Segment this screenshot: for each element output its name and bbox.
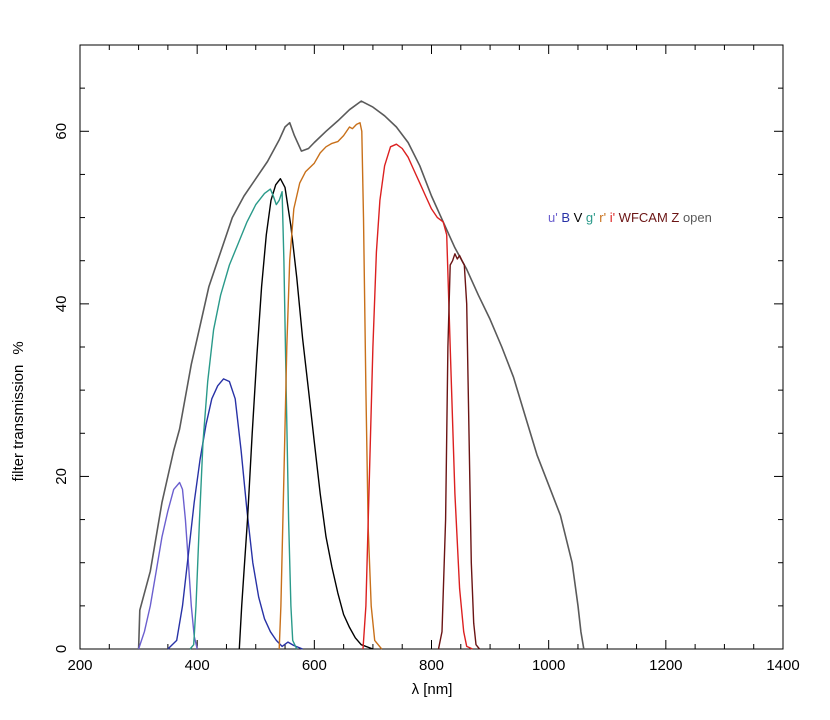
x-tick-label: 200 xyxy=(67,657,92,674)
legend-entry-g-: g' xyxy=(582,210,595,225)
legend: u' B V g' r' i' WFCAM Z open xyxy=(548,210,712,225)
axis-tick-labels: 200 400 600 800 1000 1200 1400 0 20 40 60 xyxy=(53,123,800,674)
x-tick-label: 400 xyxy=(185,657,210,674)
legend-entry-wfcam-z: WFCAM Z xyxy=(615,210,679,225)
y-tick-label: 20 xyxy=(53,468,70,485)
legend-entry-open: open xyxy=(679,210,712,225)
x-tick-label: 600 xyxy=(302,657,327,674)
series-line-b xyxy=(167,378,303,650)
series-line-u- xyxy=(137,481,198,650)
y-tick-label: 0 xyxy=(53,645,70,653)
axis-ticks xyxy=(79,44,784,650)
series-lines xyxy=(137,100,585,650)
series-line-v xyxy=(238,177,374,650)
legend-entry-u-: u' xyxy=(548,210,558,225)
x-tick-label: 800 xyxy=(419,657,444,674)
series-line-g- xyxy=(189,188,298,650)
series-line-wfcam-z xyxy=(437,253,481,650)
series-line-open xyxy=(137,100,585,650)
plot-frame xyxy=(79,44,784,650)
legend-entry-r-: r' xyxy=(596,210,606,225)
x-axis-label: λ [nm] xyxy=(412,681,453,698)
legend-entry-b: B xyxy=(558,210,570,225)
y-axis-unit: % xyxy=(10,341,27,354)
x-tick-label: 1000 xyxy=(532,657,565,674)
y-tick-label: 40 xyxy=(53,296,70,313)
series-line-r- xyxy=(278,121,383,650)
y-tick-label: 60 xyxy=(53,123,70,140)
legend-entry-i-: i' xyxy=(606,210,615,225)
x-tick-label: 1400 xyxy=(766,657,799,674)
series-line-i- xyxy=(362,143,473,650)
y-axis-label: filter transmission xyxy=(10,365,27,482)
x-tick-label: 1200 xyxy=(649,657,682,674)
legend-entry-v: V xyxy=(570,210,583,225)
